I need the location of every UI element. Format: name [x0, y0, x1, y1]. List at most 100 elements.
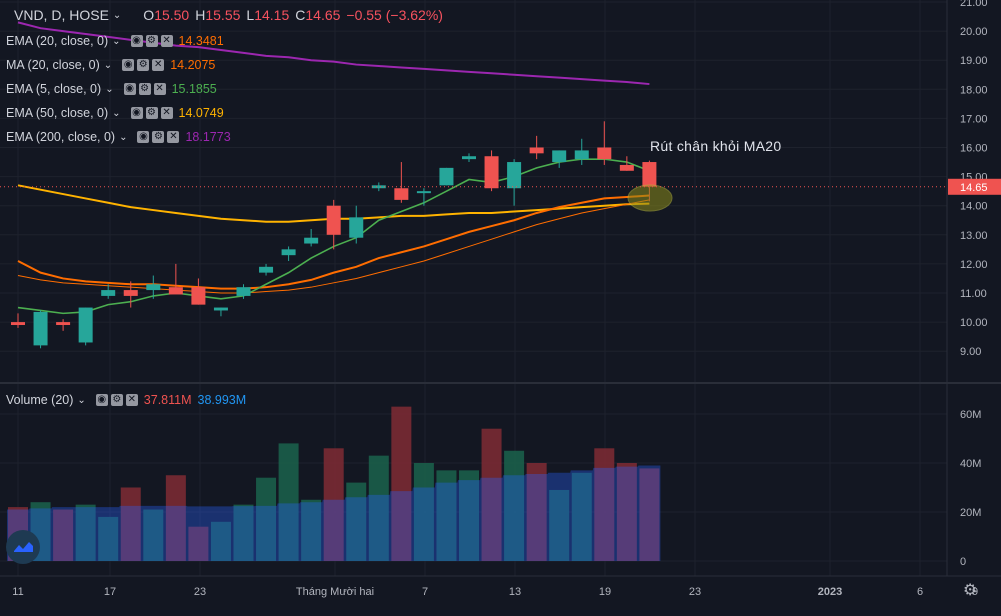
- eye-icon[interactable]: ◉: [137, 131, 150, 143]
- ema20-line: [17, 194, 650, 290]
- eye-icon[interactable]: ◉: [130, 107, 143, 119]
- close-icon[interactable]: ✕: [167, 131, 180, 143]
- indicator-value: 15.1855: [171, 82, 217, 96]
- volume-bar: [256, 477, 277, 561]
- candle-body: [394, 188, 409, 200]
- price-tick-label: 19.00: [960, 55, 988, 67]
- indicator-value: 18.1773: [185, 130, 231, 144]
- time-tick-label: 6: [917, 586, 923, 598]
- candle-body: [33, 311, 48, 346]
- price-tick-label: 12.00: [960, 259, 988, 271]
- candle-body: [56, 322, 71, 326]
- indicator-value: 14.3481: [178, 34, 224, 48]
- candle-body: [326, 205, 341, 235]
- indicator-value: 14.0749: [178, 106, 224, 120]
- ema200-line: [17, 21, 650, 86]
- candle-body: [11, 322, 25, 326]
- chevron-down-icon[interactable]: ⌄: [77, 394, 86, 406]
- high-value: 15.55: [205, 7, 241, 23]
- indicator-label[interactable]: EMA (5, close, 0): [6, 82, 102, 96]
- candle-body: [281, 249, 296, 256]
- gear-icon[interactable]: ⚙: [110, 394, 123, 406]
- candle-body: [371, 185, 386, 189]
- candle-body: [259, 266, 274, 273]
- price-tick-label: 10.00: [960, 317, 988, 329]
- symbol-header[interactable]: VND, D, HOSE ⌄ O 15.50 H 15.55 L 14.15 C 14.…: [14, 7, 449, 23]
- volume-bar: [459, 470, 479, 561]
- time-tick-label: 23: [689, 586, 701, 598]
- indicator-legend-ema50[interactable]: EMA (50, close, 0) ⌄ ◉ ⚙ ✕ 14.0749: [6, 103, 224, 123]
- candle-body: [597, 147, 612, 160]
- volume-legend[interactable]: Volume (20) ⌄ ◉ ⚙ ✕ 37.811M 38.993M: [6, 390, 246, 410]
- volume-bar: [75, 504, 96, 561]
- time-tick-label: 19: [599, 586, 611, 598]
- candle-body: [507, 162, 522, 189]
- chevron-down-icon[interactable]: ⌄: [103, 59, 113, 71]
- candle-body: [168, 287, 183, 295]
- volume-value: 37.811M: [143, 393, 192, 407]
- candle-body: [529, 147, 544, 154]
- volume-ma-area: [7, 465, 661, 561]
- low-label: L: [246, 7, 255, 23]
- eye-icon[interactable]: ◉: [122, 59, 135, 71]
- volume-label[interactable]: Volume (20): [6, 393, 74, 407]
- candle-body: [304, 237, 319, 244]
- candle-body: [416, 191, 431, 194]
- indicator-legend-ema5[interactable]: EMA (5, close, 0) ⌄ ◉ ⚙ ✕ 15.1855: [6, 79, 217, 99]
- close-icon[interactable]: ✕: [153, 83, 166, 95]
- gear-icon[interactable]: ⚙: [152, 131, 165, 143]
- indicator-value: 14.2075: [170, 58, 216, 72]
- chart-annotation[interactable]: Rút chân khỏi MA20: [650, 138, 782, 154]
- chevron-down-icon[interactable]: ⌄: [119, 131, 128, 143]
- price-tick-label: 16.00: [960, 143, 988, 155]
- symbol-label[interactable]: VND, D, HOSE: [14, 7, 109, 23]
- gear-icon[interactable]: ⚙: [137, 59, 150, 71]
- candle-body: [236, 287, 251, 296]
- gear-icon[interactable]: ⚙: [138, 83, 151, 95]
- volume-tick-label: 20M: [960, 507, 981, 519]
- time-tick-label: 17: [104, 586, 116, 598]
- chevron-down-icon[interactable]: ⌄: [105, 83, 114, 95]
- close-icon[interactable]: ✕: [152, 59, 165, 71]
- tradingview-logo-icon[interactable]: [6, 530, 40, 564]
- price-tick-label: 14.00: [960, 201, 988, 213]
- price-tick-label: 17.00: [960, 113, 988, 125]
- gear-icon[interactable]: ⚙: [145, 35, 158, 47]
- indicator-label[interactable]: EMA (20, close, 0): [6, 34, 109, 48]
- change-value: −0.55 (−3.62%): [346, 7, 443, 23]
- indicator-label[interactable]: MA (20, close, 0): [6, 58, 100, 72]
- indicator-legend-ma20[interactable]: MA (20, close, 0) ⌄ ◉ ⚙ ✕ 14.2075: [6, 55, 215, 75]
- gear-icon[interactable]: ⚙: [145, 107, 158, 119]
- price-tick-label: 13.00: [960, 230, 988, 242]
- indicator-legend-ema20[interactable]: EMA (20, close, 0) ⌄ ◉ ⚙ ✕ 14.3481: [6, 31, 224, 51]
- time-tick-label: 11: [12, 586, 23, 598]
- eye-icon[interactable]: ◉: [95, 394, 108, 406]
- volume-bar: [120, 487, 141, 561]
- eye-icon[interactable]: ◉: [123, 83, 136, 95]
- chevron-down-icon[interactable]: ⌄: [112, 107, 121, 119]
- high-label: H: [195, 7, 206, 23]
- candle-body: [574, 150, 589, 160]
- current-price-label: 14.65: [960, 182, 988, 194]
- candle-body: [439, 167, 454, 186]
- price-tick-label: 18.00: [960, 84, 988, 96]
- candle-body: [146, 284, 161, 291]
- indicator-legend-ema200[interactable]: EMA (200, close, 0) ⌄ ◉ ⚙ ✕ 18.1773: [6, 127, 231, 147]
- candle-body: [191, 287, 206, 305]
- eye-icon[interactable]: ◉: [130, 35, 143, 47]
- price-tick-label: 11.00: [960, 288, 987, 300]
- close-icon[interactable]: ✕: [160, 35, 173, 47]
- close-icon[interactable]: ✕: [125, 394, 138, 406]
- indicator-label[interactable]: EMA (50, close, 0): [6, 106, 109, 120]
- close-icon[interactable]: ✕: [160, 107, 173, 119]
- time-tick-label: Tháng Mười hai: [296, 586, 374, 598]
- volume-bar: [504, 450, 525, 561]
- indicator-label[interactable]: EMA (200, close, 0): [6, 130, 116, 144]
- chevron-down-icon[interactable]: ⌄: [112, 9, 122, 21]
- volume-bar: [436, 470, 457, 561]
- chevron-down-icon[interactable]: ⌄: [112, 35, 121, 47]
- settings-icon[interactable]: ⚙: [963, 582, 978, 599]
- close-value: 14.65: [305, 7, 341, 23]
- candle-body: [213, 307, 228, 311]
